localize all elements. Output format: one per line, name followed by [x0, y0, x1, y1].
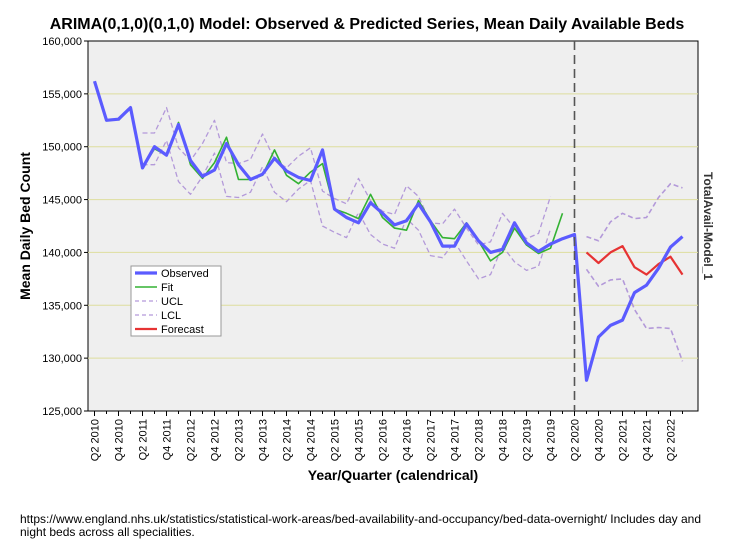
x-tick-label: Q4 2016 — [402, 419, 414, 461]
x-tick-label: Q4 2019 — [546, 419, 558, 461]
x-tick-label: Q4 2020 — [594, 419, 606, 461]
x-axis-ticks: Q2 2010 Q4 2010 Q2 2011 Q4 2011 Q2 2012 Q4 20… — [90, 411, 683, 461]
x-tick-label: Q2 2021 — [618, 419, 630, 461]
x-tick-label: Q2 2014 — [282, 419, 294, 461]
y-tick-label: 155,000 — [42, 89, 82, 101]
x-tick-label: Q2 2018 — [474, 419, 486, 461]
x-tick-label: Q4 2012 — [210, 419, 222, 461]
series-line-lcl — [142, 139, 552, 280]
x-tick-label: Q2 2016 — [378, 419, 390, 461]
series-line-ucl-forecast — [586, 182, 683, 242]
x-tick-label: Q4 2013 — [258, 419, 270, 461]
series-side-label: TotalAvail-Model_1 — [701, 172, 715, 280]
x-tick-label: Q2 2013 — [234, 419, 246, 461]
y-axis-title: Mean Daily Bed Count — [17, 152, 33, 300]
y-tick-label: 130,000 — [42, 353, 82, 365]
y-tick-label: 160,000 — [42, 36, 82, 48]
x-tick-label: Q4 2018 — [498, 419, 510, 461]
chart-title: ARIMA(0,1,0)(0,1,0) Model: Observed & Pr… — [50, 16, 685, 33]
x-tick-label: Q4 2017 — [450, 419, 462, 461]
series-lines — [92, 80, 684, 382]
x-tick-label: Q4 2011 — [162, 419, 174, 460]
legend-label: UCL — [161, 296, 183, 308]
source-note: https://www.england.nhs.uk/statistics/st… — [20, 512, 702, 539]
x-tick-label: Q2 2011 — [138, 419, 150, 460]
x-tick-label: Q2 2017 — [426, 419, 438, 461]
x-tick-label: Q2 2019 — [522, 419, 534, 461]
y-tick-label: 145,000 — [42, 195, 82, 207]
series-line-forecast — [585, 245, 684, 276]
series-line-lcl-forecast — [585, 268, 684, 362]
x-tick-label: Q4 2010 — [114, 419, 126, 461]
legend-label: LCL — [161, 310, 181, 322]
x-tick-label: Q2 2022 — [666, 419, 678, 461]
x-tick-label: Q2 2015 — [330, 419, 342, 461]
y-tick-label: 125,000 — [42, 406, 82, 418]
legend-label: Fit — [161, 282, 173, 294]
x-axis-title: Year/Quarter (calendrical) — [308, 467, 478, 483]
x-tick-label: Q2 2012 — [186, 419, 198, 461]
y-tick-label: 150,000 — [42, 142, 82, 154]
y-axis-ticks: 125,000 130,000 135,000 140,000 145,000 150,0… — [42, 36, 88, 418]
legend-label: Observed — [161, 268, 209, 280]
y-tick-label: 135,000 — [42, 300, 82, 312]
series-line-fit — [117, 106, 564, 262]
x-tick-label: Q4 2015 — [354, 419, 366, 461]
x-tick-label: Q4 2014 — [306, 419, 318, 461]
x-tick-label: Q2 2010 — [90, 419, 102, 461]
y-tick-label: 140,000 — [42, 247, 82, 259]
x-tick-label: Q2 2020 — [570, 419, 582, 461]
x-tick-label: Q4 2021 — [642, 419, 654, 461]
series-line-observed — [92, 80, 684, 382]
legend-label: Forecast — [161, 324, 204, 336]
legend: Observed Fit UCL LCL Forecast — [130, 265, 222, 337]
